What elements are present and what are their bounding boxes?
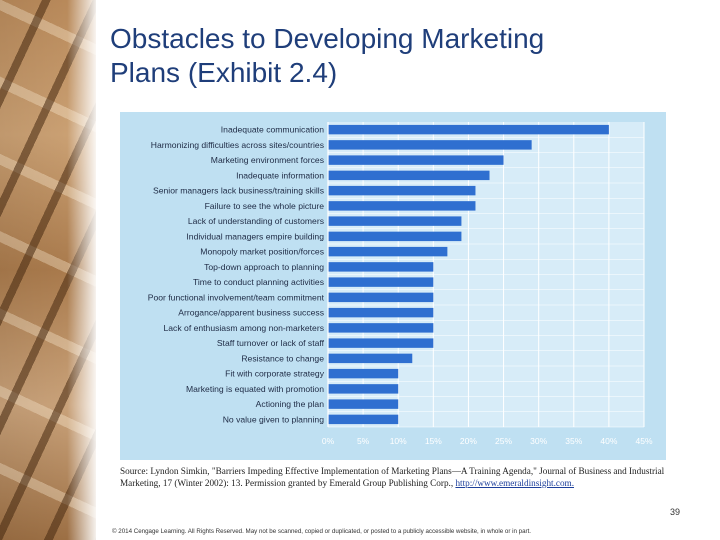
bar [328,231,462,242]
title-line-1: Obstacles to Developing Marketing [110,23,545,54]
category-label: Resistance to change [241,353,324,363]
bar [328,185,476,196]
category-label: Poor functional involvement/team commitm… [148,292,325,302]
bar [328,338,434,348]
category-label: Monopoly market position/forces [200,247,324,257]
category-label: Senior managers lack business/training s… [153,186,324,196]
x-tick-label: 20% [460,436,477,446]
bar [328,292,434,303]
category-label: Inadequate information [236,170,324,180]
bar [328,323,434,333]
bar [328,353,413,364]
category-label: Marketing is equated with promotion [186,384,324,394]
category-label: Time to conduct planning activities [193,277,324,287]
slide-title: Obstacles to Developing Marketing Plans … [110,22,670,90]
category-label: Top-down approach to planning [204,262,324,272]
category-label: Inadequate communication [221,125,324,135]
category-label: Lack of understanding of customers [188,216,324,226]
category-label: Actioning the plan [256,399,325,409]
source-citation: Source: Lyndon Simkin, "Barriers Impedin… [120,465,670,489]
x-tick-label: 15% [425,436,442,446]
bar [328,246,448,257]
title-line-2: Plans (Exhibit 2.4) [110,57,338,88]
bar [328,307,434,318]
x-tick-label: 0% [322,436,335,446]
bar [328,414,399,425]
category-label: Individual managers empire building [186,231,324,241]
category-label: Marketing environment forces [211,155,324,165]
maze-fade-overlay [0,0,96,540]
x-tick-label: 35% [565,436,582,446]
category-label: Lack of enthusiasm among non-marketers [164,323,325,333]
bar [328,277,434,287]
x-tick-label: 5% [357,436,370,446]
bar [328,262,434,272]
bar [328,368,399,379]
category-label: Fit with corporate strategy [225,369,325,379]
category-label: Arrogance/apparent business success [178,308,324,318]
category-label: Failure to see the whole picture [205,201,325,211]
copyright-footer: © 2014 Cengage Learning. All Rights Rese… [112,528,532,535]
category-label: No value given to planning [223,414,325,424]
bar [328,201,476,211]
bar [328,384,399,394]
bar [328,155,504,165]
x-tick-label: 45% [635,436,652,446]
bar-chart-panel: 0% 5% 10% 15% 20% 25% 30% 35% 40% 45% Inadequate c… [120,112,666,460]
category-label: Staff turnover or lack of staff [217,338,325,348]
source-link[interactable]: http://www.emeraldinsight.com. [455,478,575,488]
source-text: Source: Lyndon Simkin, "Barriers Impedin… [120,466,665,488]
bar [328,399,399,409]
page-number: 39 [670,507,681,517]
bar [328,170,490,181]
x-tick-label: 25% [495,436,512,446]
x-tick-label: 30% [530,436,547,446]
bar [328,140,532,150]
bar-chart: 0% 5% 10% 15% 20% 25% 30% 35% 40% 45% Inadequate c… [148,122,653,446]
category-label: Harmonizing difficulties across sites/co… [151,140,324,150]
bar [328,124,609,135]
x-tick-label: 10% [390,436,407,446]
x-tick-label: 40% [600,436,617,446]
bar [328,216,462,226]
